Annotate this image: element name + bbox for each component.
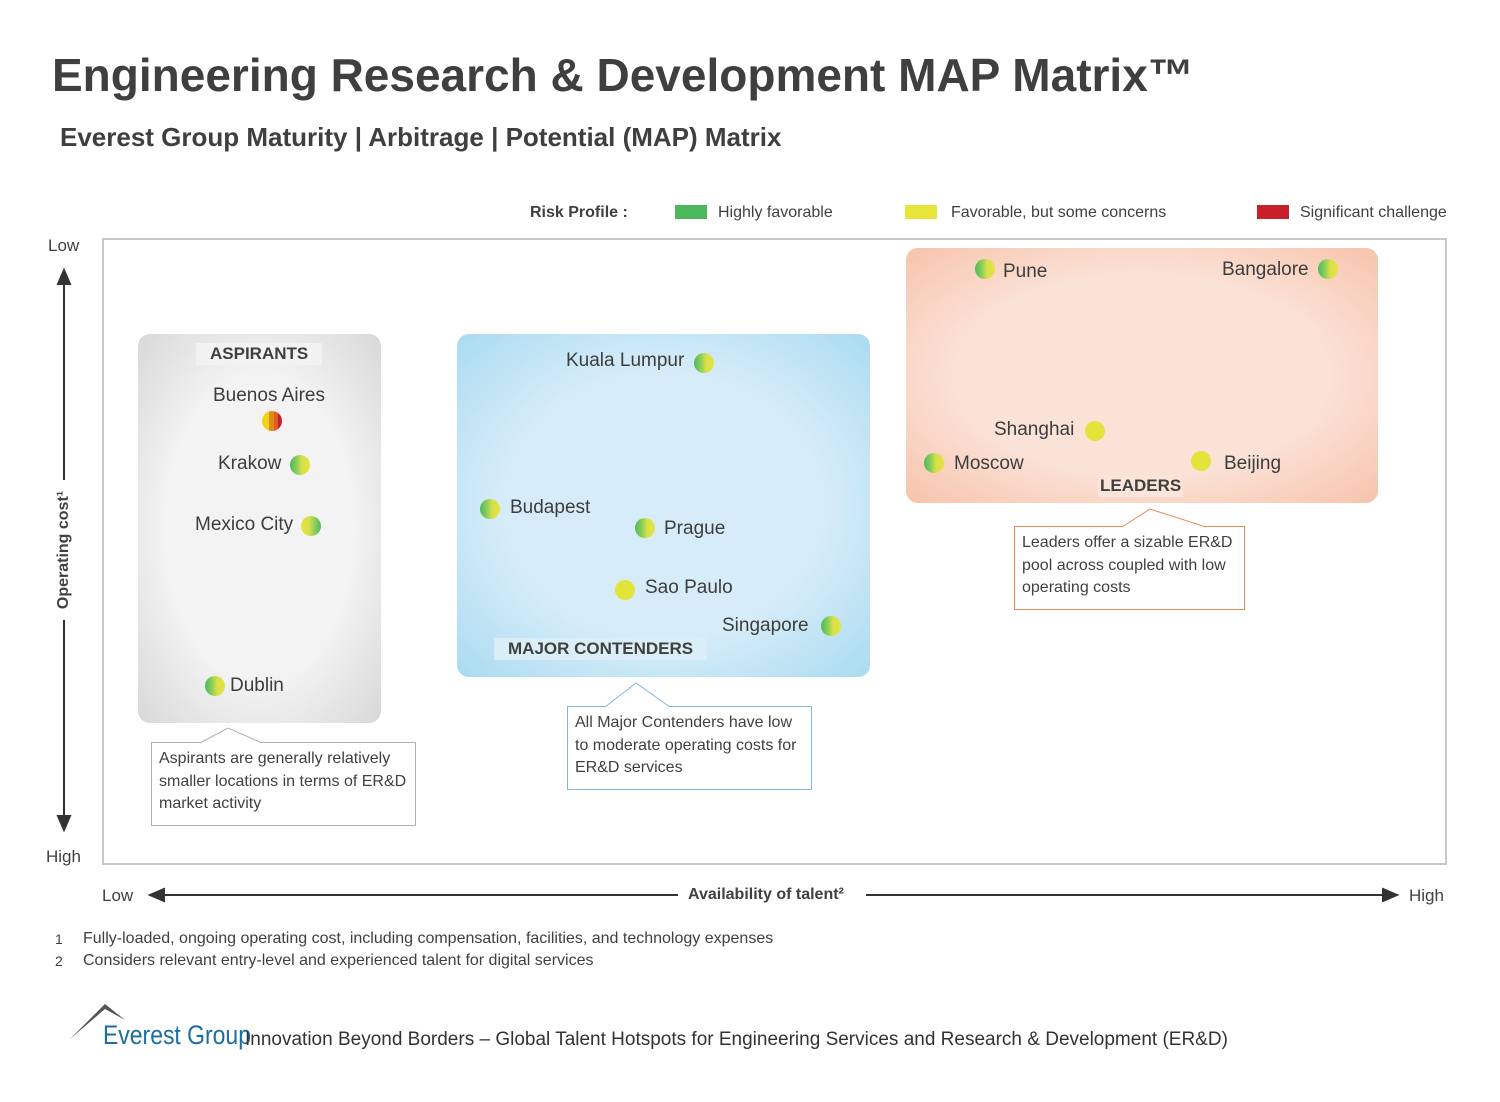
risk-dot <box>615 580 635 600</box>
footnote-text: Fully-loaded, ongoing operating cost, in… <box>83 930 774 947</box>
x-axis-title: Availability of talent² <box>688 886 844 903</box>
everest-group-logo: Everest Group <box>103 1020 251 1050</box>
y-arrowhead-up <box>56 267 72 285</box>
location-label: Prague <box>664 518 726 539</box>
risk-dot <box>694 353 714 373</box>
risk-dot <box>975 259 995 279</box>
x-axis-high: High <box>1409 886 1444 905</box>
legend-item: Highly favorable <box>718 204 833 221</box>
location-label: Budapest <box>510 497 591 518</box>
page-title: Engineering Research & Development MAP M… <box>52 49 1194 101</box>
y-axis-low: Low <box>48 236 80 255</box>
location-label: Singapore <box>722 615 809 636</box>
x-arrowhead-right <box>1382 887 1400 903</box>
location-label: Sao Paulo <box>645 577 733 598</box>
location-label: Beijing <box>1224 453 1282 474</box>
y-arrowhead-down <box>56 815 72 833</box>
location-label: Kuala Lumpur <box>566 350 685 371</box>
page-subtitle: Everest Group Maturity | Arbitrage | Pot… <box>60 122 782 152</box>
major-contenders-callout: All Major Contenders have low to moderat… <box>567 706 812 790</box>
footer-text: Innovation Beyond Borders – Global Talen… <box>245 1029 1228 1050</box>
risk-dot <box>821 616 841 636</box>
location-label: Mexico City <box>195 514 294 535</box>
leaders-label: LEADERS <box>1098 475 1184 497</box>
leaders-callout: Leaders offer a sizable ER&D pool across… <box>1014 526 1245 610</box>
risk-dot <box>1191 451 1211 471</box>
leaders-zone <box>906 248 1378 503</box>
risk-dot <box>480 499 500 519</box>
matrix-frame <box>102 238 1447 865</box>
legend-swatch-yellow <box>905 205 937 219</box>
location-label: Bangalore <box>1222 259 1309 280</box>
risk-dot <box>262 411 282 431</box>
location-label: Pune <box>1003 261 1048 282</box>
x-axis-low: Low <box>102 886 134 905</box>
location-label: Buenos Aires <box>213 385 325 406</box>
risk-dot <box>635 518 655 538</box>
legend-swatch-red <box>1257 205 1289 219</box>
major-contenders-zone <box>457 334 870 677</box>
aspirants-label: ASPIRANTS <box>196 343 323 365</box>
y-axis-title: Operating cost¹ <box>55 490 72 610</box>
location-label: Dublin <box>230 675 284 696</box>
aspirants-zone <box>138 334 381 723</box>
legend-label: Risk Profile : <box>530 204 628 221</box>
legend-item: Significant challenge <box>1300 204 1447 221</box>
location-label: Shanghai <box>994 419 1075 440</box>
risk-dot <box>1318 259 1338 279</box>
footnote-number: 1 <box>55 931 63 947</box>
location-label: Moscow <box>954 453 1024 474</box>
risk-dot <box>205 676 225 696</box>
location-label: Krakow <box>218 453 282 474</box>
x-arrowhead-left <box>147 887 165 903</box>
footnote-text: Considers relevant entry-level and exper… <box>83 952 594 969</box>
footnote-number: 2 <box>55 953 63 969</box>
y-axis-high: High <box>46 847 81 866</box>
legend-swatch-green <box>675 205 707 219</box>
legend-item: Favorable, but some concerns <box>951 204 1167 221</box>
risk-dot <box>290 455 310 475</box>
risk-dot <box>924 453 944 473</box>
risk-dot <box>301 516 321 536</box>
aspirants-callout: Aspirants are generally relatively small… <box>151 742 416 826</box>
major-contenders-label: MAJOR CONTENDERS <box>494 638 708 660</box>
risk-dot <box>1085 421 1105 441</box>
